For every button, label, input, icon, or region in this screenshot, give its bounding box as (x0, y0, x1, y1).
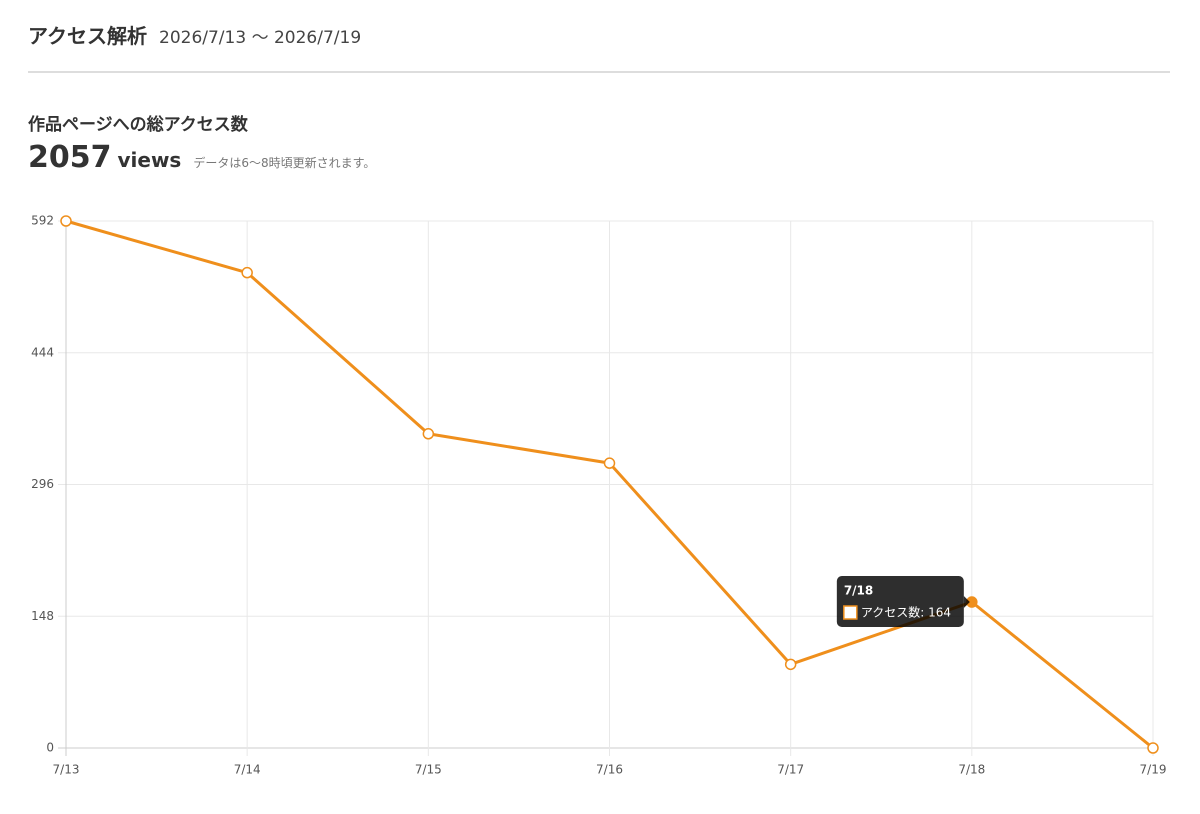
divider (28, 71, 1170, 73)
y-tick-label: 296 (31, 477, 54, 491)
y-tick-label: 444 (31, 345, 54, 359)
data-point (1147, 742, 1159, 754)
y-tick-label: 0 (46, 741, 54, 755)
x-tick-label: 7/16 (596, 763, 623, 777)
tooltip-box (836, 576, 964, 628)
x-tick-label: 7/15 (415, 763, 442, 777)
x-tick-label: 7/18 (958, 763, 985, 777)
x-tick-label: 7/17 (777, 763, 804, 777)
date-range: 2026/7/13 〜 2026/7/19 (159, 28, 362, 48)
x-tick-label: 7/14 (234, 763, 261, 777)
tooltip-caret (963, 596, 970, 609)
update-note: データは6〜8時頃更新されます。 (193, 156, 376, 170)
header: アクセス解析 2026/7/13 〜 2026/7/19 (28, 20, 361, 49)
total-unit: views (117, 148, 182, 172)
data-point (60, 215, 72, 227)
data-point (241, 266, 253, 279)
x-tick-label: 7/19 (1140, 763, 1167, 777)
y-tick-label: 592 (31, 214, 54, 228)
tooltip-title: 7/18 (844, 584, 873, 598)
tooltip: 7/18 アクセス数: 164 (836, 576, 970, 628)
y-tick-label: 148 (31, 609, 54, 623)
section-title: 作品ページへの総アクセス数 (28, 115, 248, 135)
tooltip-swatch (843, 605, 858, 620)
tooltip-label: アクセス数: 164 (861, 605, 951, 620)
total: 2057 views データは6〜8時頃更新されます。 (28, 140, 375, 175)
total-value: 2057 (28, 140, 112, 175)
x-tick-label: 7/13 (53, 763, 80, 777)
page-title: アクセス解析 (28, 24, 147, 48)
data-point (603, 457, 616, 469)
data-point (422, 428, 435, 440)
data-point (784, 658, 797, 671)
